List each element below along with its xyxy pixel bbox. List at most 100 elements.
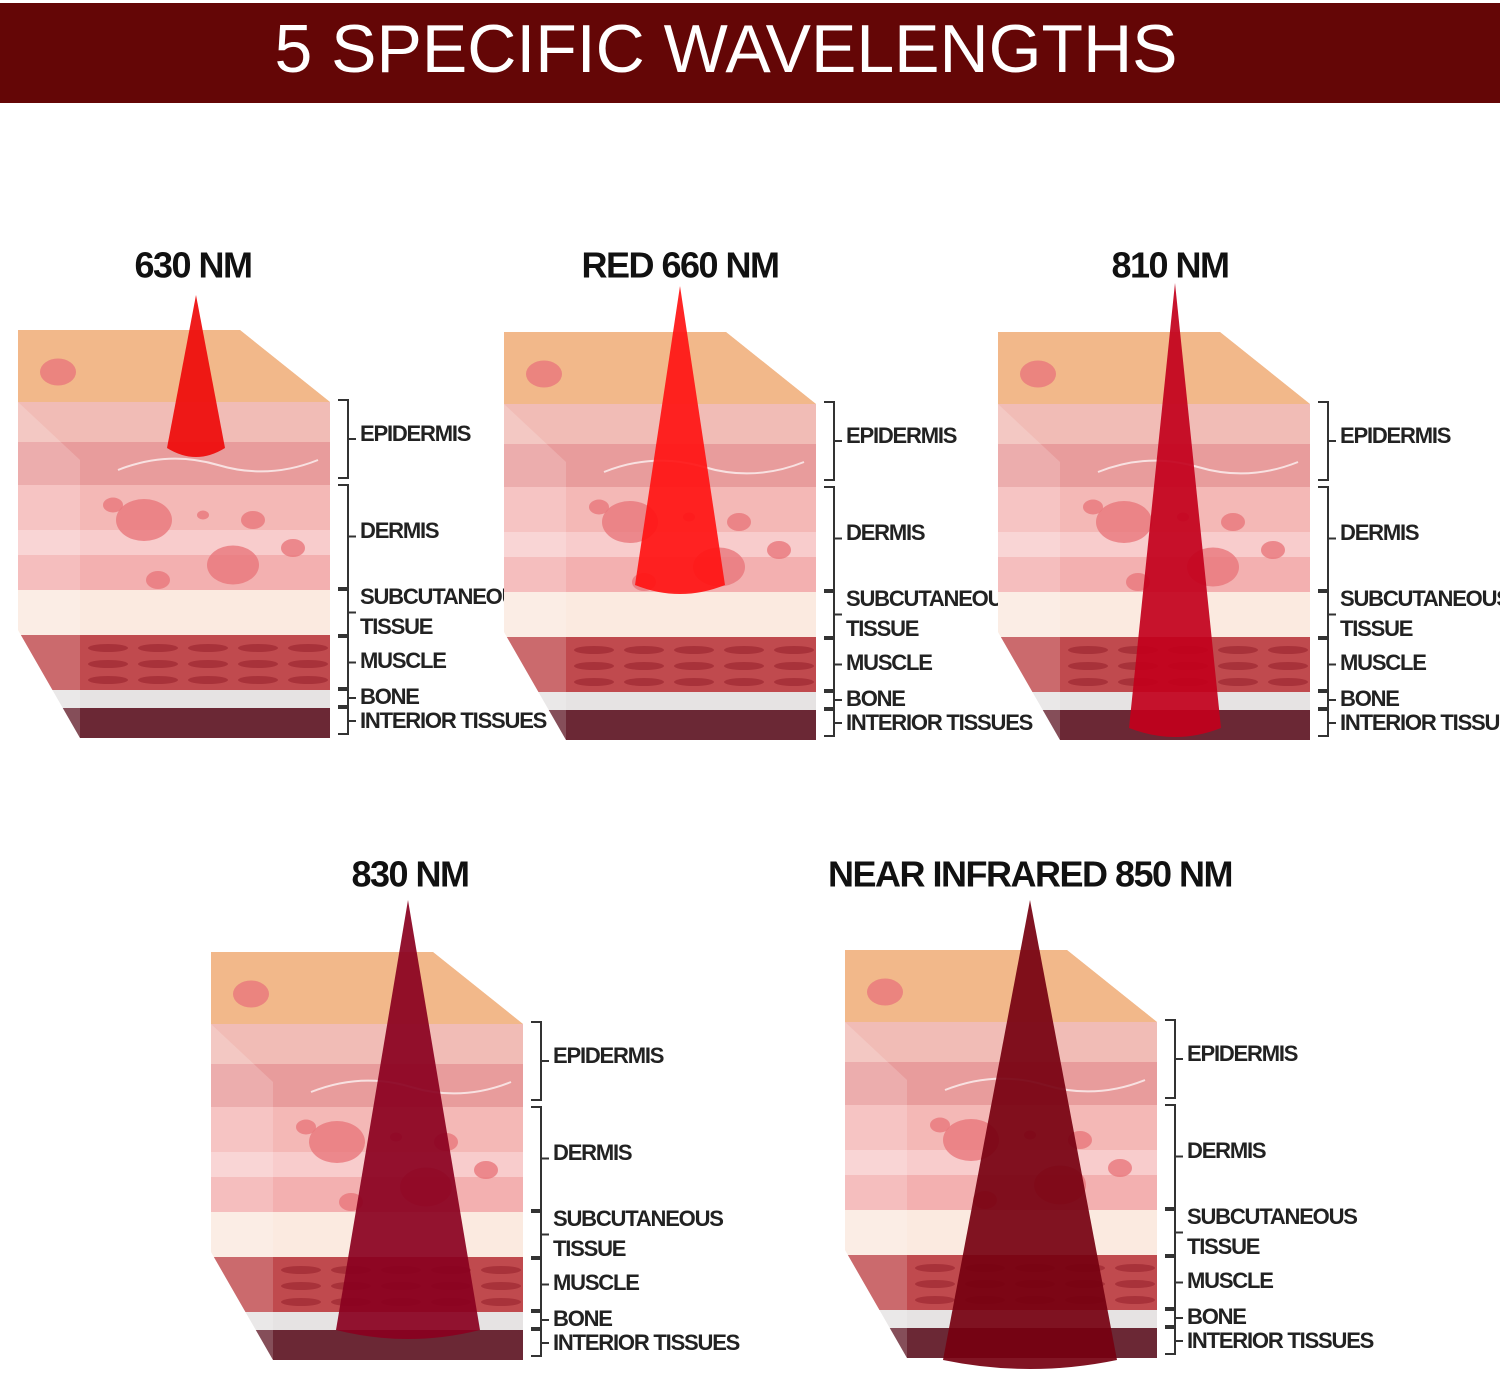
muscle-fiber <box>481 1266 521 1274</box>
cell <box>40 358 76 386</box>
layer-label: MUSCLE <box>1187 1268 1273 1293</box>
bracket <box>338 636 356 689</box>
cell <box>197 510 209 520</box>
skin-layer <box>18 485 330 530</box>
muscle-fiber <box>1115 1296 1155 1304</box>
muscle-fiber <box>915 1296 955 1304</box>
muscle-fiber <box>188 676 228 684</box>
muscle-fiber <box>138 676 178 684</box>
panel-title: RED 660 NM <box>581 245 778 286</box>
muscle-fiber <box>88 676 128 684</box>
muscle-fiber <box>481 1282 521 1290</box>
skin-layer <box>18 708 330 738</box>
layer-label: BONE <box>553 1306 612 1331</box>
cell <box>296 1119 316 1135</box>
layer-label: INTERIOR TISSUES <box>846 710 1033 735</box>
cell <box>589 499 609 515</box>
top-face <box>211 952 523 1024</box>
top-face <box>998 332 1310 404</box>
muscle-fiber <box>1218 646 1258 654</box>
bracket <box>338 689 356 707</box>
muscle-fiber <box>188 660 228 668</box>
bracket <box>1165 1327 1183 1355</box>
muscle-fiber <box>288 676 328 684</box>
muscle-fiber <box>1115 1280 1155 1288</box>
muscle-fiber <box>1268 646 1308 654</box>
layer-label: BONE <box>1187 1304 1246 1329</box>
layer-label: INTERIOR TISSUES <box>1340 710 1500 735</box>
muscle-fiber <box>238 676 278 684</box>
skin-layer <box>998 404 1310 444</box>
bracket <box>1165 1209 1183 1256</box>
cell <box>241 511 265 529</box>
layer-label: INTERIOR TISSUES <box>553 1330 740 1355</box>
bracket <box>1318 401 1336 481</box>
layer-label: MUSCLE <box>553 1270 639 1295</box>
top-face <box>18 330 330 402</box>
bracket <box>824 591 842 638</box>
layer-label: INTERIOR TISSUES <box>360 708 547 733</box>
muscle-fiber <box>481 1298 521 1306</box>
light-beam <box>635 286 725 594</box>
cell <box>233 980 269 1008</box>
skin-layer <box>998 444 1310 487</box>
muscle-fiber <box>1268 662 1308 670</box>
bracket <box>1165 1309 1183 1327</box>
layer-label: SUBCUTANEOUS <box>360 584 530 609</box>
layer-label: SUBCUTANEOUS <box>1187 1204 1357 1229</box>
muscle-fiber <box>288 660 328 668</box>
cell <box>1096 501 1152 543</box>
muscle-fiber <box>574 678 614 686</box>
cell <box>309 1121 365 1163</box>
muscle-fiber <box>724 678 764 686</box>
bracket <box>824 486 842 591</box>
layer-label: BONE <box>846 686 905 711</box>
header-title: 5 SPECIFIC WAVELENGTHS <box>274 11 1177 87</box>
muscle-fiber <box>624 646 664 654</box>
layer-label: MUSCLE <box>360 648 446 673</box>
cell <box>146 571 170 589</box>
bracket <box>531 1311 549 1329</box>
cell <box>1261 541 1285 559</box>
muscle-fiber <box>1268 678 1308 686</box>
layer-label: TISSUE <box>553 1236 626 1261</box>
muscle-fiber <box>1068 678 1108 686</box>
cell <box>1083 499 1103 515</box>
layer-label: INTERIOR TISSUES <box>1187 1328 1374 1353</box>
bracket <box>338 484 356 589</box>
bracket <box>1165 1019 1183 1099</box>
light-beam <box>336 900 480 1339</box>
side-face <box>504 404 566 740</box>
fiber <box>1097 459 1299 475</box>
bracket <box>824 691 842 709</box>
light-beam <box>167 295 225 457</box>
bracket <box>531 1106 549 1211</box>
skin-layer <box>211 1024 523 1064</box>
layers <box>18 330 330 738</box>
light-beam <box>943 900 1117 1369</box>
bracket <box>531 1329 549 1357</box>
layer-label: EPIDERMIS <box>846 423 957 448</box>
muscle-fiber <box>1068 646 1108 654</box>
layer-label: TISSUE <box>1187 1234 1260 1259</box>
layers <box>504 332 816 740</box>
bracket <box>824 401 842 481</box>
cell <box>281 539 305 557</box>
cell <box>207 545 259 585</box>
layer-label: EPIDERMIS <box>553 1043 664 1068</box>
panel-title: NEAR INFRARED 850 NM <box>828 854 1232 895</box>
layer-label: SUBCUTANEOUS <box>1340 586 1500 611</box>
muscle-fiber <box>624 662 664 670</box>
skin-panel: 630 NM EPIDERMIS DERMIS SUBCUTANEOUS TISSUE M… <box>18 245 548 738</box>
layer-label: BONE <box>1340 686 1399 711</box>
skin-layer <box>18 690 330 708</box>
layer-label: DERMIS <box>553 1140 632 1165</box>
layer-label: BONE <box>360 684 419 709</box>
bracket <box>531 1211 549 1258</box>
muscle-fiber <box>138 644 178 652</box>
skin-layer <box>504 592 816 637</box>
muscle-fiber <box>288 644 328 652</box>
muscle-fiber <box>188 644 228 652</box>
bracket <box>1318 486 1336 591</box>
muscle-fiber <box>724 662 764 670</box>
